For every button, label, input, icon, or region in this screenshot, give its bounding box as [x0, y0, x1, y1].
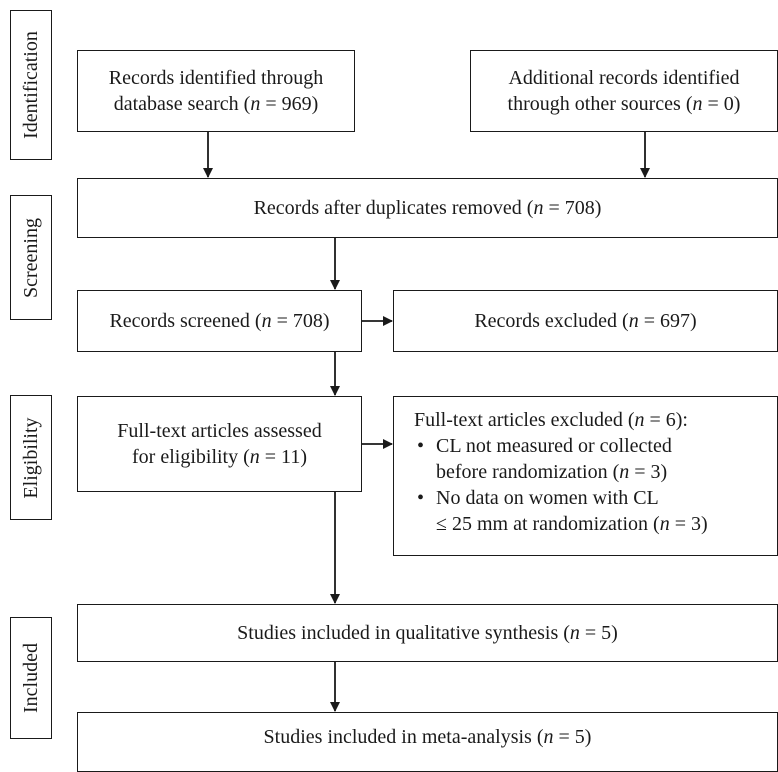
- exclusion-reason-item: No data on women with CL ≤ 25 mm at rand…: [414, 485, 777, 537]
- qualitative-synthesis-text: Studies included in qualitative synthesi…: [237, 622, 618, 644]
- box-database-search: Records identified through database sear…: [77, 50, 355, 132]
- box-fulltext-assessed: Full-text articles assessed for eligibil…: [77, 396, 362, 492]
- box-records-screened: Records screened (n = 708): [77, 290, 362, 352]
- stage-included: Included: [10, 617, 52, 739]
- other-sources-line1: Additional records identified: [508, 67, 740, 89]
- box-records-excluded: Records excluded (n = 697): [393, 290, 778, 352]
- stage-eligibility: Eligibility: [10, 395, 52, 520]
- box-qualitative-synthesis: Studies included in qualitative synthesi…: [77, 604, 778, 662]
- fulltext-assessed-line1: Full-text articles assessed: [117, 420, 322, 442]
- stage-screening: Screening: [10, 195, 52, 320]
- box-other-sources: Additional records identified through ot…: [470, 50, 778, 132]
- database-search-line1: Records identified through: [108, 67, 324, 89]
- box-duplicates-removed: Records after duplicates removed (n = 70…: [77, 178, 778, 238]
- duplicates-removed-text: Records after duplicates removed (n = 70…: [253, 197, 602, 219]
- records-excluded-text: Records excluded (n = 697): [474, 310, 697, 332]
- fulltext-excluded-heading: Full-text articles excluded (n = 6):: [414, 409, 688, 431]
- database-search-line2: database search (n = 969): [113, 93, 319, 115]
- exclusion-reason-item: CL not measured or collected before rand…: [414, 433, 777, 485]
- records-screened-text: Records screened (n = 708): [109, 310, 330, 332]
- stage-identification: Identification: [10, 10, 52, 160]
- exclusion-reasons-list: CL not measured or collected before rand…: [414, 433, 777, 537]
- other-sources-line2: through other sources (n = 0): [507, 93, 741, 115]
- box-fulltext-excluded: Full-text articles excluded (n = 6): CL …: [393, 396, 778, 556]
- fulltext-assessed-line2: for eligibility (n = 11): [132, 446, 307, 468]
- meta-analysis-text: Studies included in meta-analysis (n = 5…: [263, 726, 592, 748]
